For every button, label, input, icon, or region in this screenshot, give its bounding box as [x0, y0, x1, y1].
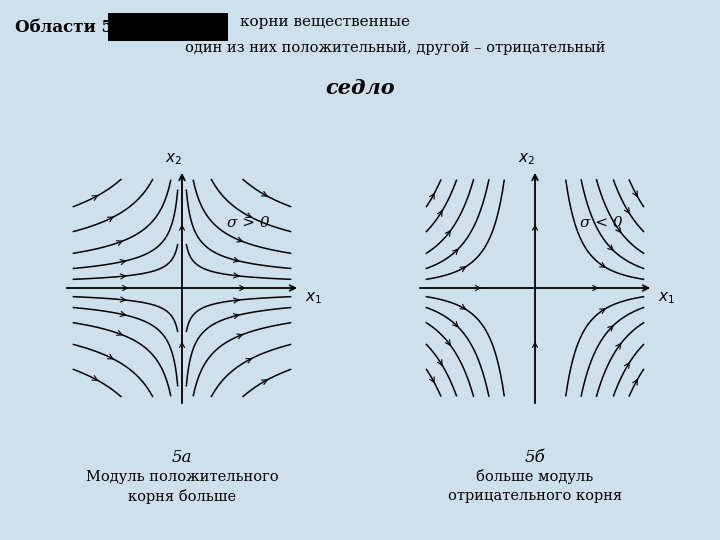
Text: 5б: 5б — [525, 449, 545, 467]
Text: Модуль положительного: Модуль положительного — [86, 470, 279, 484]
Text: $x_2$: $x_2$ — [166, 151, 183, 167]
Text: Области 5: Области 5 — [15, 19, 113, 37]
Text: корня больше: корня больше — [128, 489, 236, 503]
Text: σ < 0: σ < 0 — [580, 215, 623, 230]
FancyBboxPatch shape — [108, 13, 228, 41]
Text: отрицательного корня: отрицательного корня — [448, 489, 622, 503]
Text: $x_1$: $x_1$ — [305, 290, 322, 306]
Text: 5а: 5а — [172, 449, 192, 467]
Text: σ > 0: σ > 0 — [227, 215, 269, 230]
Text: $x_1$: $x_1$ — [658, 290, 675, 306]
Text: седло: седло — [325, 78, 395, 98]
Text: корни вещественные: корни вещественные — [240, 15, 410, 29]
Text: $x_2$: $x_2$ — [518, 151, 536, 167]
Text: один из них положительный, другой – отрицательный: один из них положительный, другой – отри… — [185, 41, 606, 55]
Text: больше модуль: больше модуль — [477, 469, 593, 484]
